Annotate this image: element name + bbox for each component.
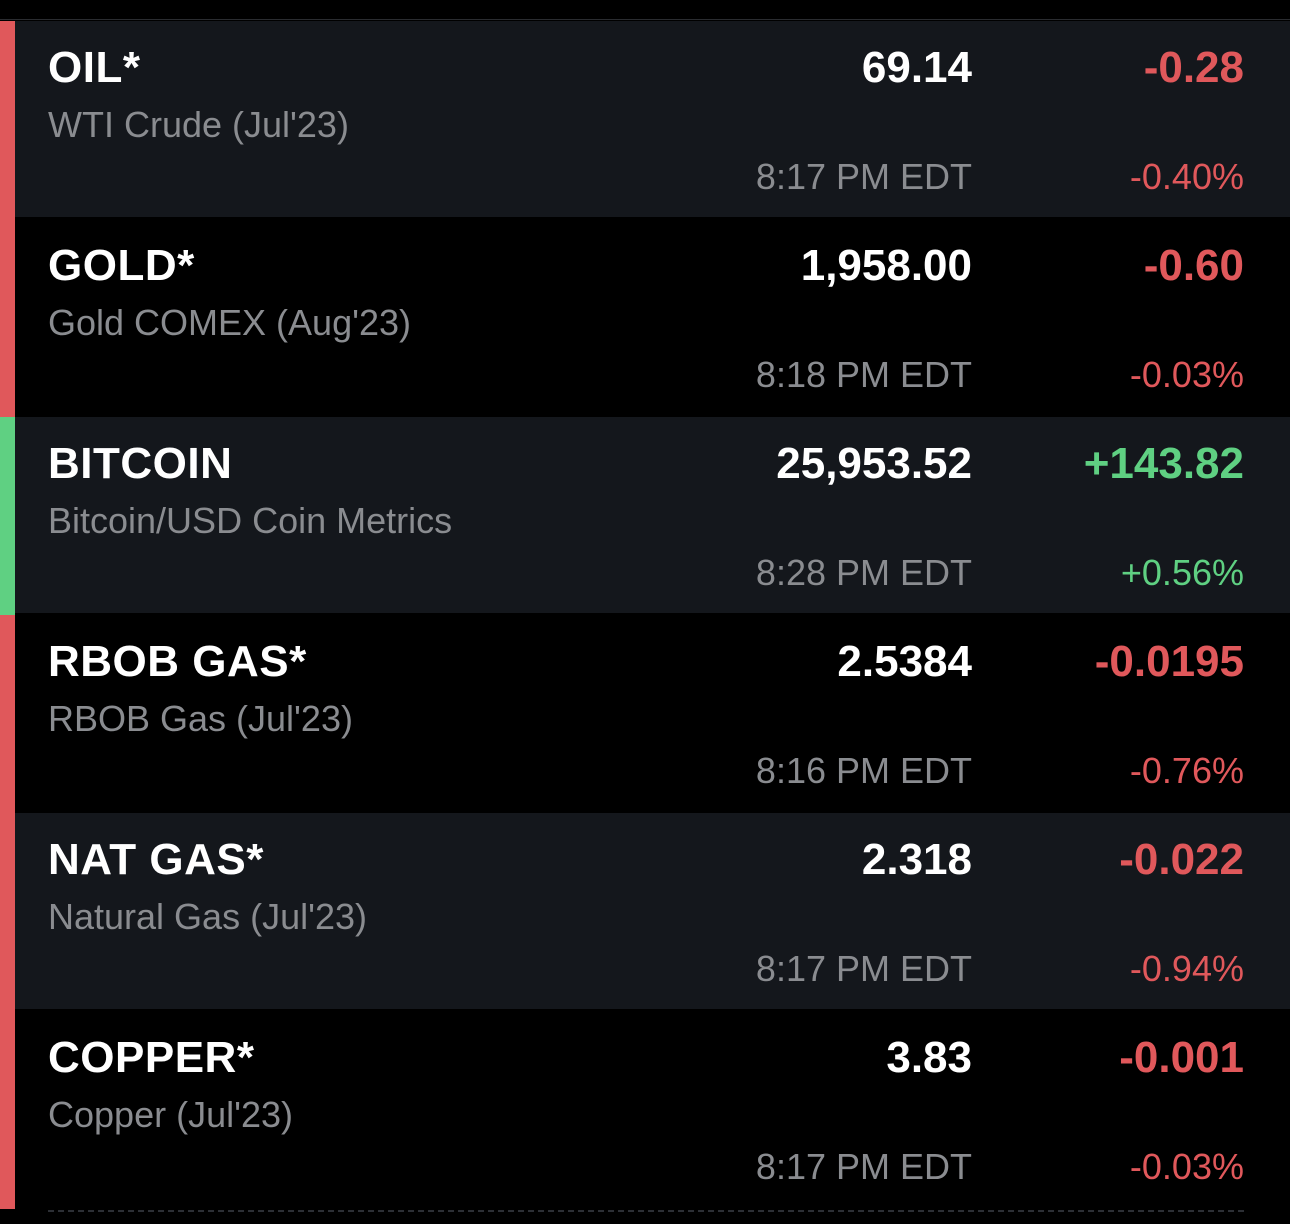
direction-indicator — [0, 813, 15, 1011]
quote-row-rbob-gas[interactable]: RBOB GAS* RBOB Gas (Jul'23) 2.5384 8:16 … — [0, 615, 1290, 813]
quote-name: Natural Gas (Jul'23) — [48, 896, 367, 937]
quote-percent: -0.94% — [1129, 948, 1244, 989]
quote-percent: -0.40% — [1129, 156, 1244, 197]
quote-row-copper[interactable]: COPPER* Copper (Jul'23) 3.83 8:17 PM EDT… — [0, 1011, 1290, 1209]
quote-change: -0.001 — [1119, 1033, 1244, 1082]
quote-percent: -0.76% — [1129, 750, 1244, 791]
quote-time: 8:17 PM EDT — [755, 1146, 972, 1187]
quote-name: Gold COMEX (Aug'23) — [48, 302, 412, 343]
quote-price: 69.14 — [861, 43, 972, 92]
quote-symbol: NAT GAS* — [48, 835, 264, 884]
quote-symbol: RBOB GAS* — [48, 637, 307, 686]
quote-name: WTI Crude (Jul'23) — [48, 104, 349, 145]
quote-time: 8:17 PM EDT — [755, 948, 972, 989]
quote-change: +143.82 — [1083, 439, 1244, 488]
quote-name: Copper (Jul'23) — [48, 1094, 293, 1135]
quote-time: 8:18 PM EDT — [755, 354, 972, 395]
quote-row-gold[interactable]: GOLD* Gold COMEX (Aug'23) 1,958.00 8:18 … — [0, 219, 1290, 417]
quote-list: OIL* WTI Crude (Jul'23) 69.14 8:17 PM ED… — [0, 21, 1290, 1209]
row-divider — [15, 415, 1290, 417]
direction-indicator — [0, 21, 15, 219]
quote-percent: -0.03% — [1129, 354, 1244, 395]
quote-change: -0.60 — [1143, 241, 1244, 290]
quote-name: Bitcoin/USD Coin Metrics — [48, 500, 453, 541]
quote-symbol: COPPER* — [48, 1033, 255, 1082]
row-divider — [15, 811, 1290, 813]
quote-price: 1,958.00 — [800, 241, 972, 290]
quote-price: 2.5384 — [837, 637, 972, 686]
quote-percent: -0.03% — [1129, 1146, 1244, 1187]
quote-symbol: GOLD* — [48, 241, 195, 290]
direction-indicator — [0, 417, 15, 615]
direction-indicator — [0, 1011, 15, 1209]
quote-row-bitcoin[interactable]: BITCOIN Bitcoin/USD Coin Metrics 25,953.… — [0, 417, 1290, 615]
quote-row-nat-gas[interactable]: NAT GAS* Natural Gas (Jul'23) 2.318 8:17… — [0, 813, 1290, 1011]
quote-row-oil[interactable]: OIL* WTI Crude (Jul'23) 69.14 8:17 PM ED… — [0, 21, 1290, 219]
quote-name: RBOB Gas (Jul'23) — [48, 698, 353, 739]
quote-symbol: BITCOIN — [48, 439, 233, 488]
bottom-divider — [48, 1210, 1244, 1212]
direction-indicator — [0, 615, 15, 813]
quote-change: -0.0195 — [1094, 637, 1244, 686]
quote-change: -0.28 — [1143, 43, 1244, 92]
quote-percent: +0.56% — [1120, 552, 1244, 593]
quote-price: 2.318 — [861, 835, 972, 884]
row-divider — [15, 217, 1290, 219]
quote-change: -0.022 — [1119, 835, 1244, 884]
direction-indicator — [0, 219, 15, 417]
quote-symbol: OIL* — [48, 43, 141, 92]
row-divider — [15, 613, 1290, 615]
quote-time: 8:28 PM EDT — [755, 552, 972, 593]
quote-time: 8:17 PM EDT — [755, 156, 972, 197]
quote-time: 8:16 PM EDT — [755, 750, 972, 791]
quote-price: 25,953.52 — [776, 439, 972, 488]
quote-price: 3.83 — [886, 1033, 972, 1082]
row-divider — [15, 1009, 1290, 1011]
top-bar — [0, 0, 1290, 20]
